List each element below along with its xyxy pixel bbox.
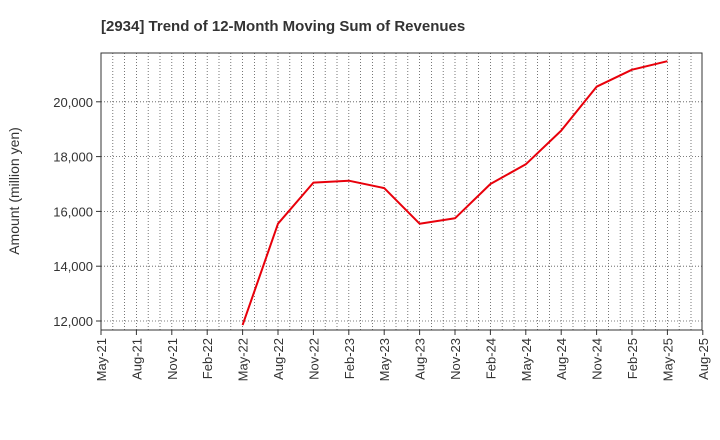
x-tick-label: Nov-22 [306, 338, 321, 380]
x-tick-label: Nov-21 [165, 338, 180, 380]
x-axis: May-21 Aug-21 Nov-21 Feb-22 May-22 Aug-22 Nov-… [94, 330, 711, 381]
y-tick-label: 16,000 [53, 204, 93, 219]
y-tick-label: 12,000 [53, 314, 93, 329]
x-tick-label: Feb-22 [200, 338, 215, 379]
x-tick-label: Aug-22 [271, 338, 286, 380]
x-tick-label: Feb-25 [625, 338, 640, 379]
x-tick-label: May-24 [519, 338, 534, 381]
x-tick-label: Nov-24 [590, 338, 605, 380]
chart-title: [2934] Trend of 12-Month Moving Sum of R… [101, 18, 465, 35]
grid-lines [101, 53, 702, 330]
x-tick-label: Aug-25 [696, 338, 711, 380]
x-tick-label: Aug-24 [554, 338, 569, 380]
series-group [241, 60, 668, 326]
y-tick-label: 18,000 [53, 150, 93, 165]
y-axis: 12,000 14,000 16,000 18,000 20,000 [53, 95, 101, 329]
x-tick-label: May-22 [236, 338, 251, 381]
x-tick-label: Feb-24 [483, 338, 498, 379]
y-tick-label: 14,000 [53, 259, 93, 274]
x-tick-label: May-25 [660, 338, 675, 381]
x-tick-label: Aug-23 [413, 338, 428, 380]
plot-area [100, 52, 703, 331]
x-tick-label: May-21 [94, 338, 109, 381]
x-tick-label: Feb-23 [342, 338, 357, 379]
y-tick-label: 20,000 [53, 95, 93, 110]
series-line [241, 60, 668, 326]
y-axis-label: Amount (million yen) [6, 127, 22, 255]
x-tick-label: Nov-23 [448, 338, 463, 380]
x-tick-label: May-23 [377, 338, 392, 381]
x-tick-label: Aug-21 [129, 338, 144, 380]
